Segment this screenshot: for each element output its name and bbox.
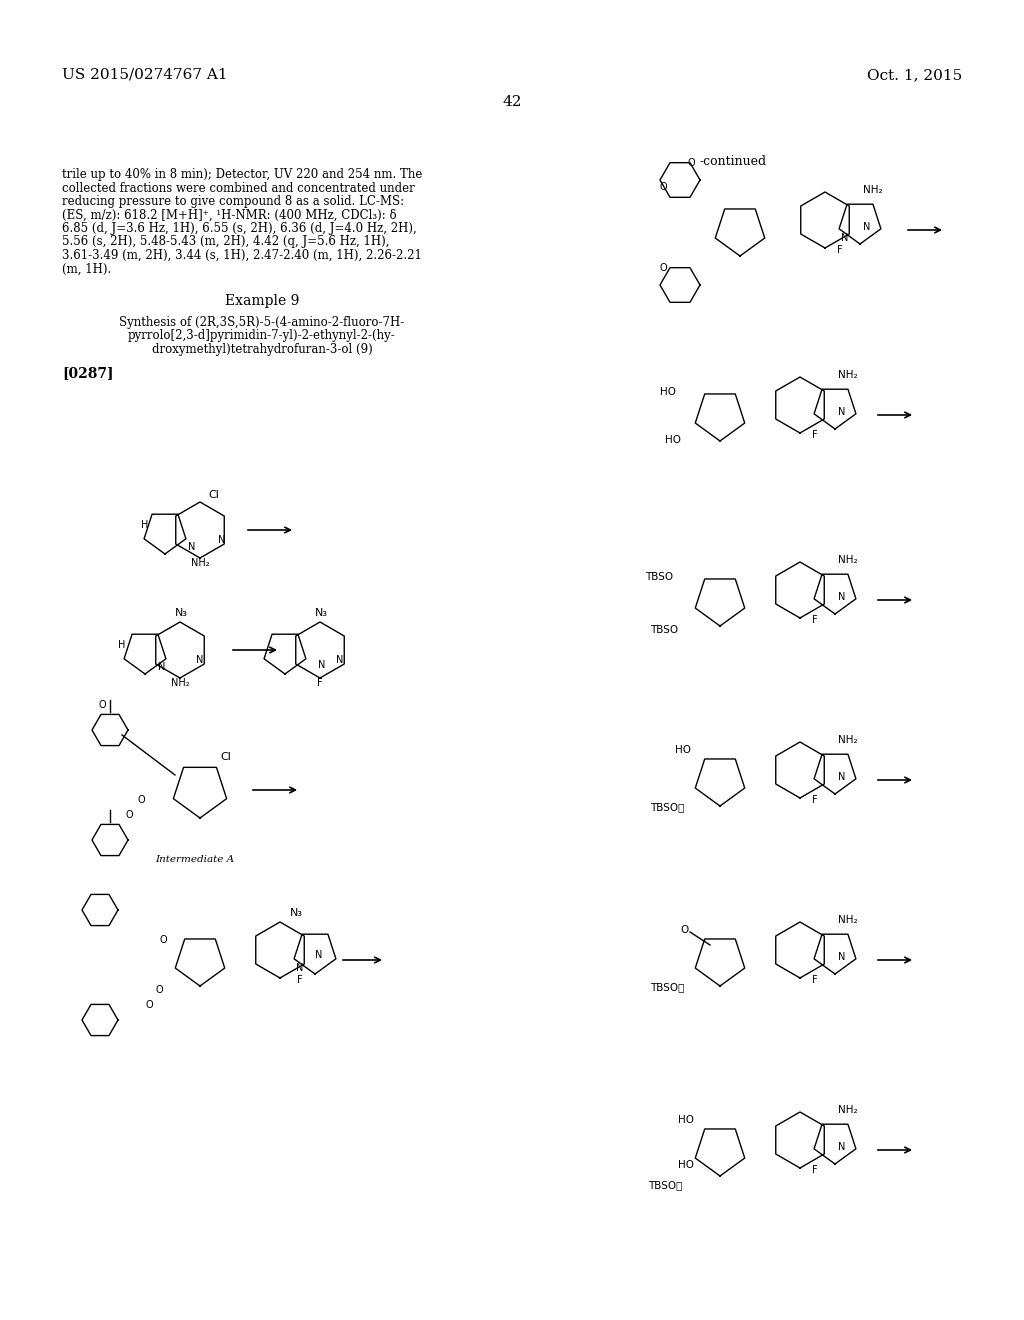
Text: [0287]: [0287] <box>62 367 114 380</box>
Text: Cl: Cl <box>220 752 230 762</box>
Text: Cl: Cl <box>208 490 219 500</box>
Text: N: N <box>218 535 225 545</box>
Text: F: F <box>812 795 818 805</box>
Text: N: N <box>863 222 870 232</box>
Text: reducing pressure to give compound 8 as a solid. LC-MS:: reducing pressure to give compound 8 as … <box>62 195 404 209</box>
Text: US 2015/0274767 A1: US 2015/0274767 A1 <box>62 69 227 82</box>
Text: O: O <box>680 925 688 935</box>
Text: O: O <box>155 985 163 995</box>
Text: N: N <box>842 234 849 243</box>
Text: 42: 42 <box>502 95 522 110</box>
Text: F: F <box>812 430 818 440</box>
Text: N: N <box>838 407 846 417</box>
Text: H: H <box>119 640 126 649</box>
Text: TBSO⁧: TBSO⁧ <box>650 803 684 812</box>
Text: O: O <box>98 700 106 710</box>
Text: N₃: N₃ <box>290 908 303 917</box>
Text: trile up to 40% in 8 min); Detector, UV 220 and 254 nm. The: trile up to 40% in 8 min); Detector, UV … <box>62 168 422 181</box>
Text: 3.61-3.49 (m, 2H), 3.44 (s, 1H), 2.47-2.40 (m, 1H), 2.26-2.21: 3.61-3.49 (m, 2H), 3.44 (s, 1H), 2.47-2.… <box>62 249 422 261</box>
Text: F: F <box>812 975 818 985</box>
Text: 5.56 (s, 2H), 5.48-5.43 (m, 2H), 4.42 (q, J=5.6 Hz, 1H),: 5.56 (s, 2H), 5.48-5.43 (m, 2H), 4.42 (q… <box>62 235 389 248</box>
Text: NH₂: NH₂ <box>863 185 883 195</box>
Text: F: F <box>297 975 303 985</box>
Text: TBSO: TBSO <box>645 572 673 582</box>
Text: O: O <box>160 935 168 945</box>
Text: HO: HO <box>678 1160 694 1170</box>
Text: NH₂: NH₂ <box>838 735 858 744</box>
Text: -continued: -continued <box>700 154 767 168</box>
Text: 6.85 (d, J=3.6 Hz, 1H), 6.55 (s, 2H), 6.36 (d, J=4.0 Hz, 2H),: 6.85 (d, J=3.6 Hz, 1H), 6.55 (s, 2H), 6.… <box>62 222 417 235</box>
Text: N: N <box>159 663 166 672</box>
Text: NH₂: NH₂ <box>838 915 858 925</box>
Text: TBSO: TBSO <box>650 624 678 635</box>
Text: O: O <box>138 795 145 805</box>
Text: O: O <box>688 158 695 168</box>
Text: N: N <box>336 655 344 665</box>
Text: pyrrolo[2,3-d]pyrimidin-7-yl)-2-ethynyl-2-(hy-: pyrrolo[2,3-d]pyrimidin-7-yl)-2-ethynyl-… <box>128 330 396 342</box>
Text: N: N <box>188 543 196 552</box>
Text: Example 9: Example 9 <box>225 294 299 308</box>
Text: N: N <box>838 952 846 962</box>
Text: F: F <box>838 246 843 255</box>
Text: HO: HO <box>660 387 676 397</box>
Text: N: N <box>838 591 846 602</box>
Text: F: F <box>317 678 323 688</box>
Text: HO: HO <box>665 436 681 445</box>
Text: N: N <box>296 964 304 973</box>
Text: N: N <box>318 660 326 671</box>
Text: N: N <box>838 1142 846 1152</box>
Text: O: O <box>660 182 668 191</box>
Text: HO: HO <box>678 1115 694 1125</box>
Text: NH₂: NH₂ <box>838 554 858 565</box>
Text: N₃: N₃ <box>175 609 188 618</box>
Text: Synthesis of (2R,3S,5R)-5-(4-amino-2-fluoro-7H-: Synthesis of (2R,3S,5R)-5-(4-amino-2-flu… <box>120 315 404 329</box>
Text: F: F <box>812 615 818 624</box>
Text: Oct. 1, 2015: Oct. 1, 2015 <box>866 69 962 82</box>
Text: N: N <box>315 950 323 960</box>
Text: NH₂: NH₂ <box>838 370 858 380</box>
Text: HO: HO <box>675 744 691 755</box>
Text: (ES, m/z): 618.2 [M+H]⁺, ¹H-NMR: (400 MHz, CDCl₃): δ: (ES, m/z): 618.2 [M+H]⁺, ¹H-NMR: (400 MH… <box>62 209 396 222</box>
Text: TBSO⁧: TBSO⁧ <box>648 1180 682 1191</box>
Text: N: N <box>838 772 846 781</box>
Text: NH₂: NH₂ <box>171 678 189 688</box>
Text: (m, 1H).: (m, 1H). <box>62 263 112 276</box>
Text: NH₂: NH₂ <box>190 558 209 568</box>
Text: O: O <box>660 263 668 273</box>
Text: Intermediate A: Intermediate A <box>156 855 234 865</box>
Text: N: N <box>197 655 204 665</box>
Text: collected fractions were combined and concentrated under: collected fractions were combined and co… <box>62 181 415 194</box>
Text: NH₂: NH₂ <box>838 1105 858 1115</box>
Text: O: O <box>125 810 133 820</box>
Text: droxymethyl)tetrahydrofuran-3-ol (9): droxymethyl)tetrahydrofuran-3-ol (9) <box>152 343 373 356</box>
Text: N₃: N₃ <box>315 609 328 618</box>
Text: TBSO⁧: TBSO⁧ <box>650 982 684 993</box>
Text: H: H <box>141 520 148 531</box>
Text: O: O <box>145 1001 153 1010</box>
Text: F: F <box>812 1166 818 1175</box>
